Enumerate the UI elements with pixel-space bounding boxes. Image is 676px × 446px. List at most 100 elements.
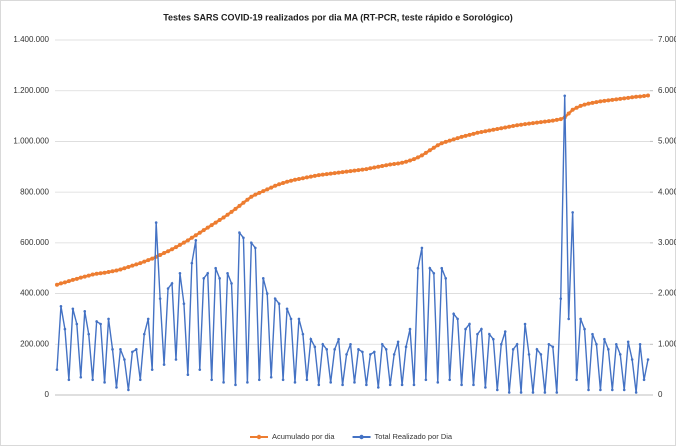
- series-marker: [360, 167, 365, 172]
- legend-marker: [256, 434, 262, 440]
- series-marker: [626, 95, 631, 100]
- series-marker: [447, 138, 452, 143]
- legend-marker: [359, 434, 364, 440]
- series-marker: [245, 197, 250, 202]
- series-marker: [106, 270, 111, 275]
- series-marker: [456, 317, 459, 321]
- series-marker: [110, 269, 115, 274]
- series-marker: [376, 164, 381, 169]
- series-marker: [91, 378, 94, 382]
- series-marker: [571, 211, 574, 214]
- series-marker: [230, 282, 233, 285]
- series-marker: [114, 268, 119, 273]
- series-marker: [369, 353, 372, 356]
- series-marker: [193, 233, 198, 238]
- series-marker: [312, 173, 317, 178]
- series-marker: [142, 259, 147, 264]
- series-marker: [59, 304, 63, 308]
- series-marker: [475, 130, 480, 135]
- series-marker: [214, 266, 217, 270]
- series-marker: [574, 105, 579, 110]
- series-marker: [538, 120, 543, 125]
- series-marker: [415, 155, 420, 160]
- series-marker: [103, 381, 106, 384]
- series-marker: [325, 348, 329, 351]
- series-marker: [638, 342, 642, 346]
- series-marker: [246, 381, 249, 384]
- series-marker: [118, 267, 123, 272]
- series-marker: [591, 332, 594, 336]
- series-marker: [511, 123, 516, 128]
- series-marker: [534, 120, 539, 125]
- series-marker: [178, 271, 182, 275]
- y-tick-label: 1.000.000: [13, 137, 49, 146]
- series-marker: [289, 178, 294, 183]
- series-marker: [408, 158, 413, 163]
- series-marker: [431, 145, 436, 150]
- series-marker: [618, 96, 623, 101]
- series-marker: [451, 137, 456, 142]
- legend-label: Acumulado por dia: [272, 432, 335, 441]
- series-marker: [392, 353, 396, 356]
- series-marker: [58, 281, 63, 286]
- series-marker: [579, 317, 582, 321]
- series-marker: [427, 148, 432, 153]
- series-marker: [559, 297, 563, 300]
- series-marker: [408, 327, 412, 331]
- series-marker: [384, 348, 388, 351]
- series-marker: [400, 160, 405, 165]
- series-marker: [599, 388, 602, 392]
- series-marker: [194, 239, 198, 242]
- series-marker: [646, 358, 650, 361]
- series-marker: [602, 98, 607, 103]
- series-marker: [281, 378, 285, 382]
- series-marker: [400, 383, 404, 387]
- series-marker: [78, 275, 83, 280]
- series-marker: [480, 327, 483, 331]
- series-marker: [376, 386, 380, 389]
- series-marker: [404, 345, 408, 349]
- series-marker: [94, 271, 99, 276]
- series-marker: [622, 96, 627, 101]
- series-marker: [527, 353, 531, 356]
- series-marker: [75, 322, 79, 326]
- series-marker: [138, 378, 142, 382]
- series-marker: [471, 131, 476, 136]
- series-marker: [439, 141, 444, 146]
- series-marker: [587, 388, 590, 392]
- series-marker: [424, 378, 428, 382]
- series-marker: [107, 317, 110, 321]
- series-marker: [356, 168, 361, 173]
- series-marker: [519, 391, 523, 394]
- series-marker: [158, 297, 162, 300]
- series-marker: [349, 342, 352, 346]
- y2-tick-label: 5.000: [658, 137, 676, 146]
- y2-tick-label: 2.000: [658, 289, 676, 298]
- series-marker: [483, 129, 488, 134]
- series-marker: [412, 383, 416, 387]
- series-marker: [115, 386, 118, 389]
- series-marker: [464, 327, 467, 331]
- series-marker: [388, 162, 393, 167]
- series-marker: [638, 94, 643, 99]
- series-marker: [305, 378, 309, 382]
- series-marker: [499, 126, 504, 131]
- series-marker: [523, 322, 527, 326]
- series-marker: [142, 332, 146, 336]
- series-marker: [487, 128, 492, 133]
- series-marker: [543, 391, 547, 394]
- series-marker: [495, 388, 499, 392]
- series-marker: [332, 171, 337, 176]
- series-marker: [198, 368, 202, 371]
- series-marker: [547, 342, 551, 346]
- series-marker: [308, 174, 313, 179]
- series-marker: [420, 246, 424, 250]
- series-marker: [531, 391, 535, 394]
- series-marker: [515, 342, 519, 346]
- series-marker: [432, 271, 436, 275]
- series-marker: [277, 302, 281, 306]
- series-marker: [182, 302, 186, 306]
- series-marker: [598, 99, 603, 104]
- series-marker: [54, 282, 59, 287]
- series-marker: [209, 223, 214, 228]
